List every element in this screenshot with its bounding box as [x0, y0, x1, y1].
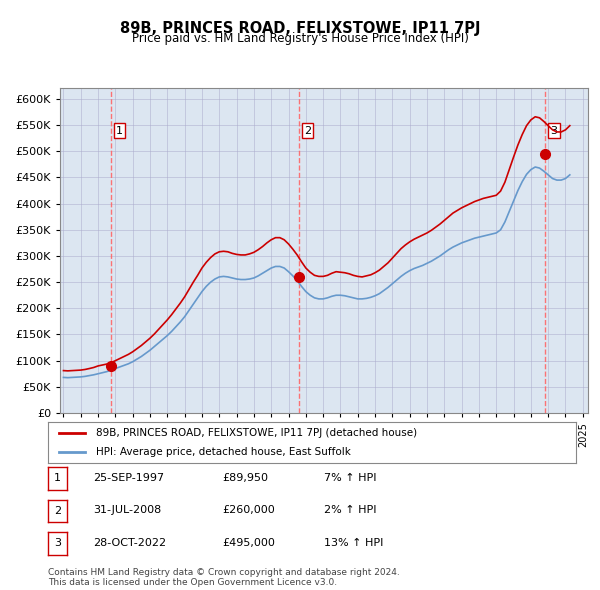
Text: HPI: Average price, detached house, East Suffolk: HPI: Average price, detached house, East… [95, 447, 350, 457]
Text: £495,000: £495,000 [222, 538, 275, 548]
Text: 2: 2 [304, 126, 311, 136]
Text: 31-JUL-2008: 31-JUL-2008 [93, 506, 161, 515]
Text: 25-SEP-1997: 25-SEP-1997 [93, 473, 164, 483]
Text: 1: 1 [54, 474, 61, 483]
Text: 7% ↑ HPI: 7% ↑ HPI [324, 473, 377, 483]
Text: Contains HM Land Registry data © Crown copyright and database right 2024.
This d: Contains HM Land Registry data © Crown c… [48, 568, 400, 587]
Text: 2: 2 [54, 506, 61, 516]
Text: 13% ↑ HPI: 13% ↑ HPI [324, 538, 383, 548]
Text: 89B, PRINCES ROAD, FELIXSTOWE, IP11 7PJ: 89B, PRINCES ROAD, FELIXSTOWE, IP11 7PJ [120, 21, 480, 35]
Text: £260,000: £260,000 [222, 506, 275, 515]
Text: 28-OCT-2022: 28-OCT-2022 [93, 538, 166, 548]
Text: 3: 3 [54, 539, 61, 548]
Text: Price paid vs. HM Land Registry's House Price Index (HPI): Price paid vs. HM Land Registry's House … [131, 32, 469, 45]
Text: 3: 3 [550, 126, 557, 136]
Text: 89B, PRINCES ROAD, FELIXSTOWE, IP11 7PJ (detached house): 89B, PRINCES ROAD, FELIXSTOWE, IP11 7PJ … [95, 428, 416, 438]
Text: 1: 1 [116, 126, 123, 136]
Text: 2% ↑ HPI: 2% ↑ HPI [324, 506, 377, 515]
Text: £89,950: £89,950 [222, 473, 268, 483]
